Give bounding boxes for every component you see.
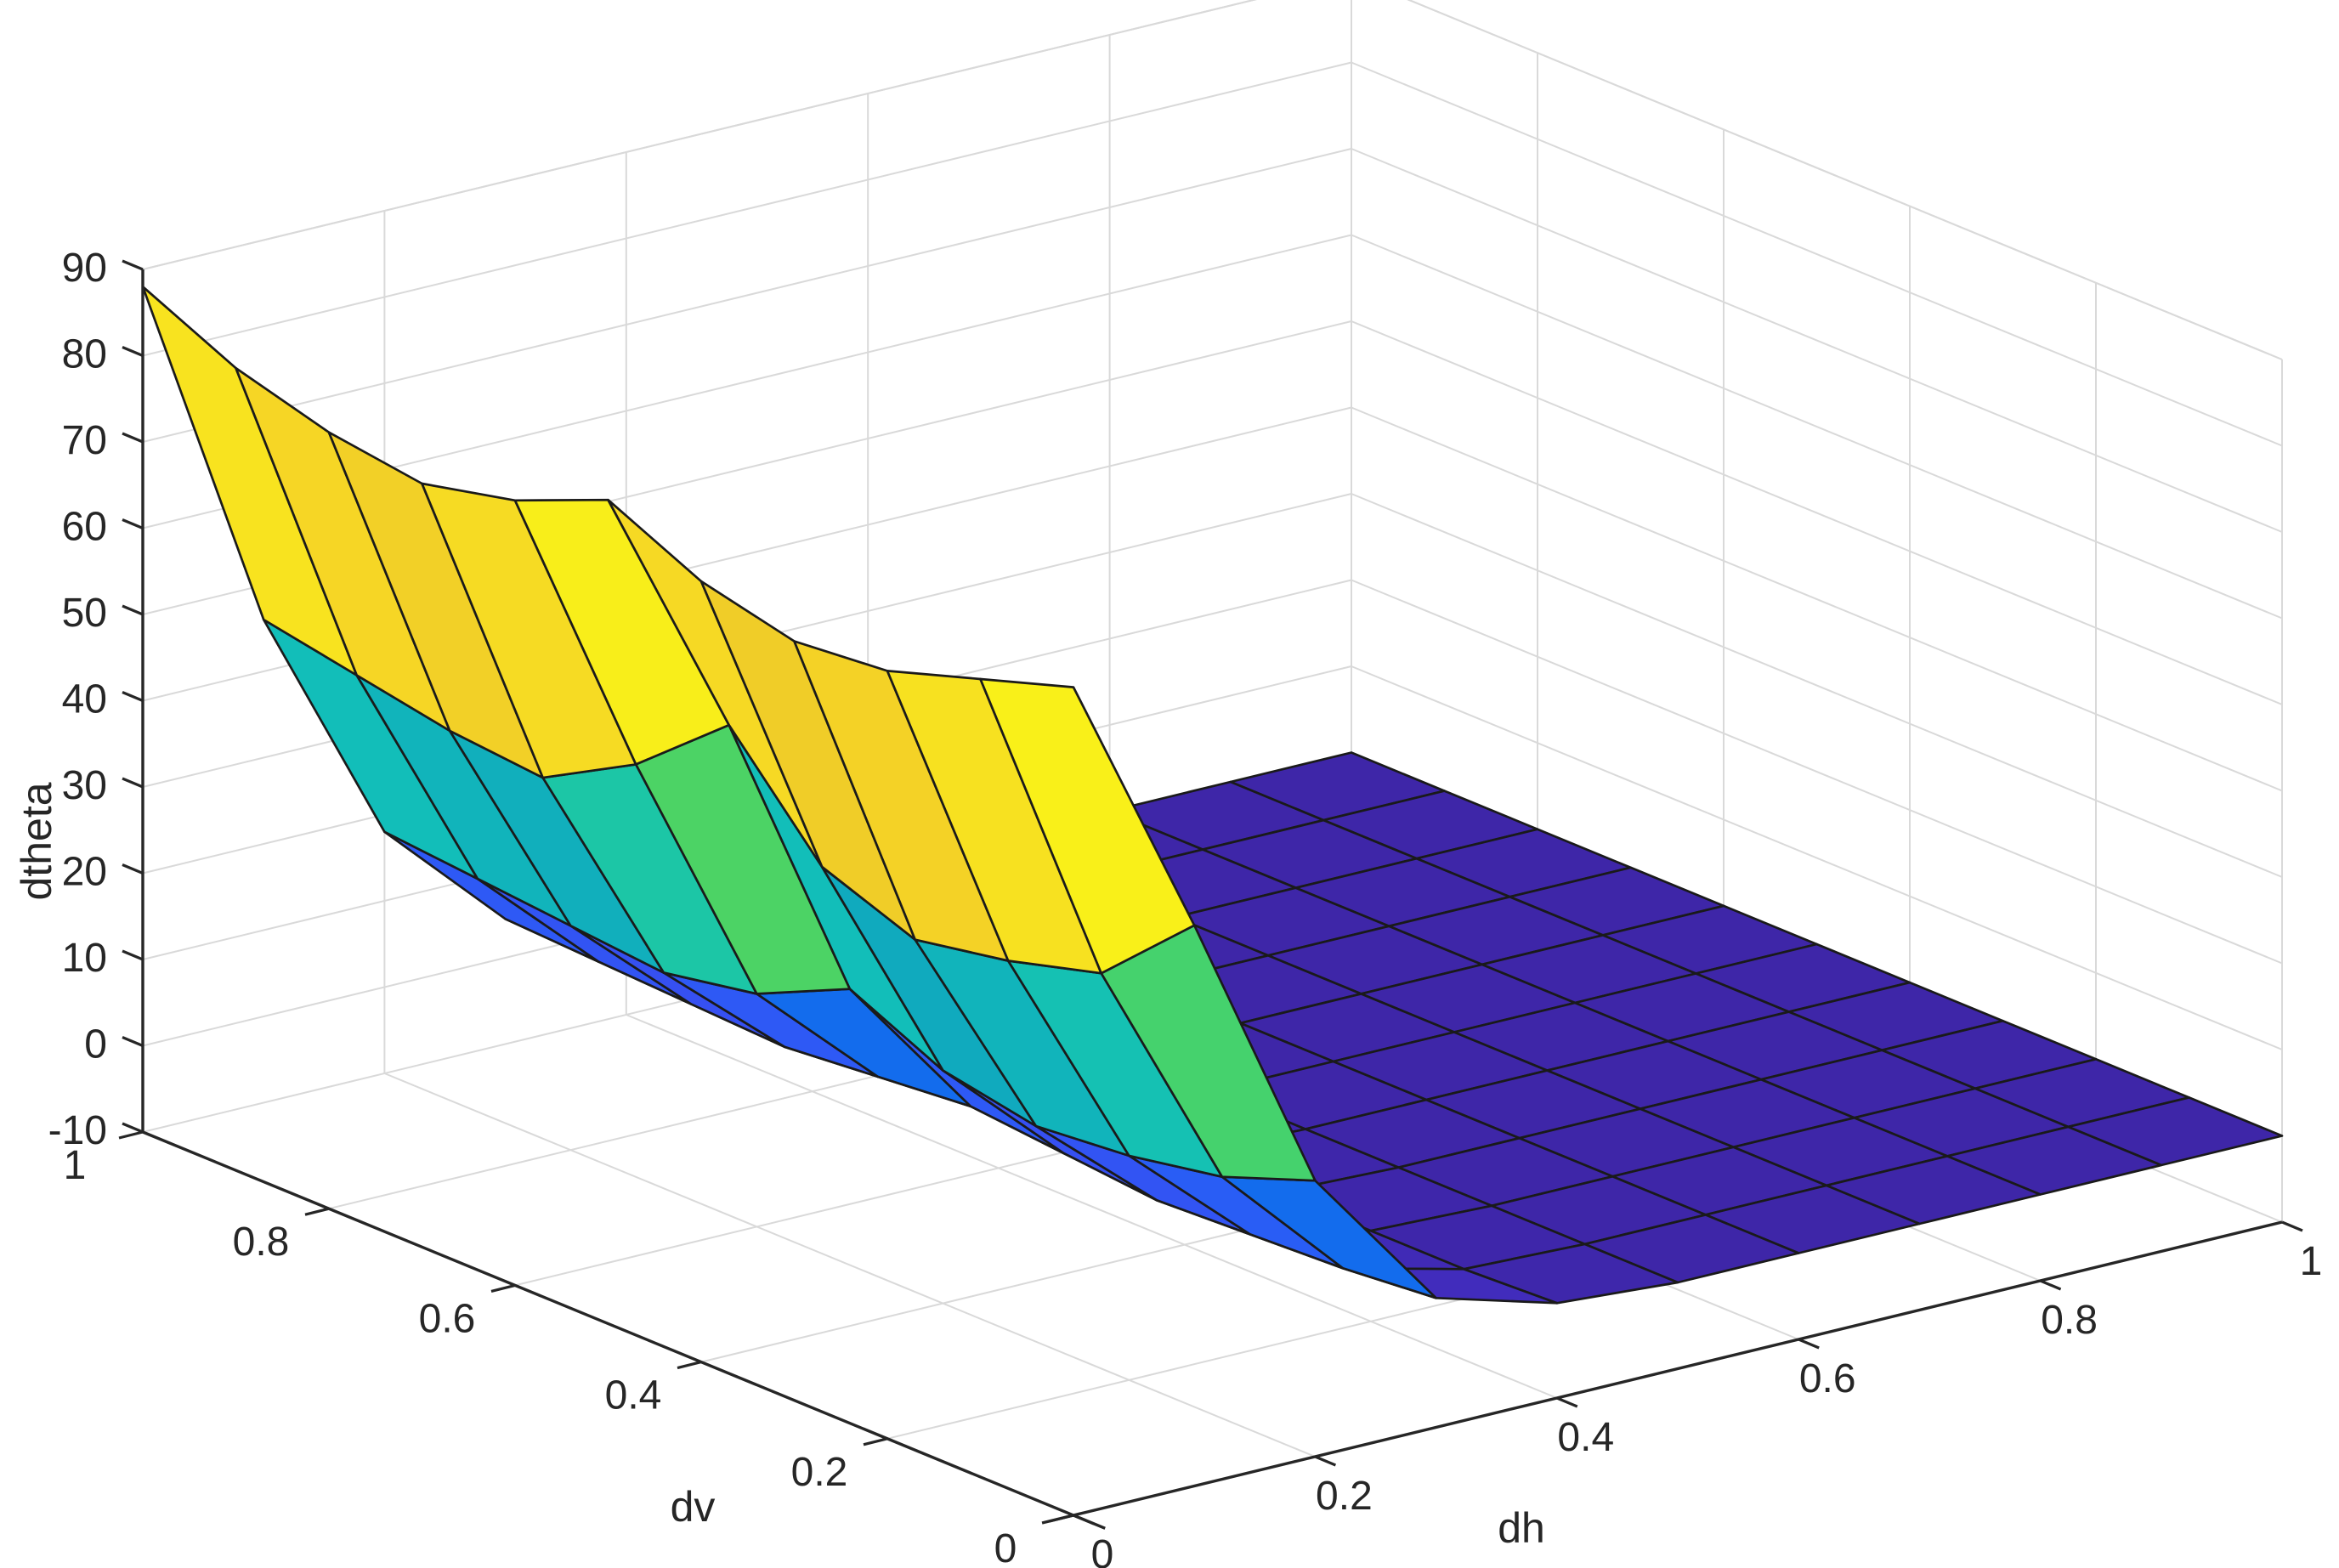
z-tick-label: 60 [62, 505, 107, 550]
y-tick-label: 0.8 [233, 1220, 290, 1265]
tick-labels: 00.20.40.60.8100.20.40.60.81-10010203040… [48, 246, 2323, 1568]
z-tick-label: 80 [62, 332, 107, 377]
surface [141, 285, 2284, 1305]
z-tick-label: 10 [62, 936, 107, 981]
z-tick-label: 20 [62, 850, 107, 895]
z-tick-label: 30 [62, 763, 107, 808]
z-tick-label: 90 [62, 246, 107, 291]
z-tick-label: -10 [48, 1108, 107, 1153]
x-tick-label: 0 [1091, 1532, 1114, 1568]
x-tick-label: 0.6 [1799, 1356, 1856, 1401]
y-tick-label: 0.2 [791, 1450, 848, 1495]
y-tick-label: 0.6 [419, 1296, 476, 1341]
z-tick-label: 50 [62, 591, 107, 636]
z-tick-label: 0 [84, 1022, 107, 1067]
z-axis-label: dtheta [13, 782, 60, 900]
y-tick-label: 0.4 [605, 1373, 662, 1418]
surface-face [979, 677, 1196, 975]
y-axis-label: dv [671, 1483, 716, 1531]
x-axis-label: dh [1498, 1504, 1545, 1552]
z-tick-label: 40 [62, 677, 107, 722]
axis-labels: dh dv dtheta [13, 782, 1545, 1552]
x-tick-label: 0.4 [1557, 1415, 1614, 1460]
y-tick-label: 0 [994, 1526, 1017, 1568]
x-tick-label: 0.2 [1316, 1474, 1373, 1519]
x-tick-label: 0.8 [2041, 1298, 2098, 1343]
x-tick-label: 1 [2300, 1239, 2323, 1284]
y-tick-label: 1 [64, 1143, 87, 1188]
tick-marks [118, 259, 2303, 1526]
z-tick-label: 70 [62, 418, 107, 463]
